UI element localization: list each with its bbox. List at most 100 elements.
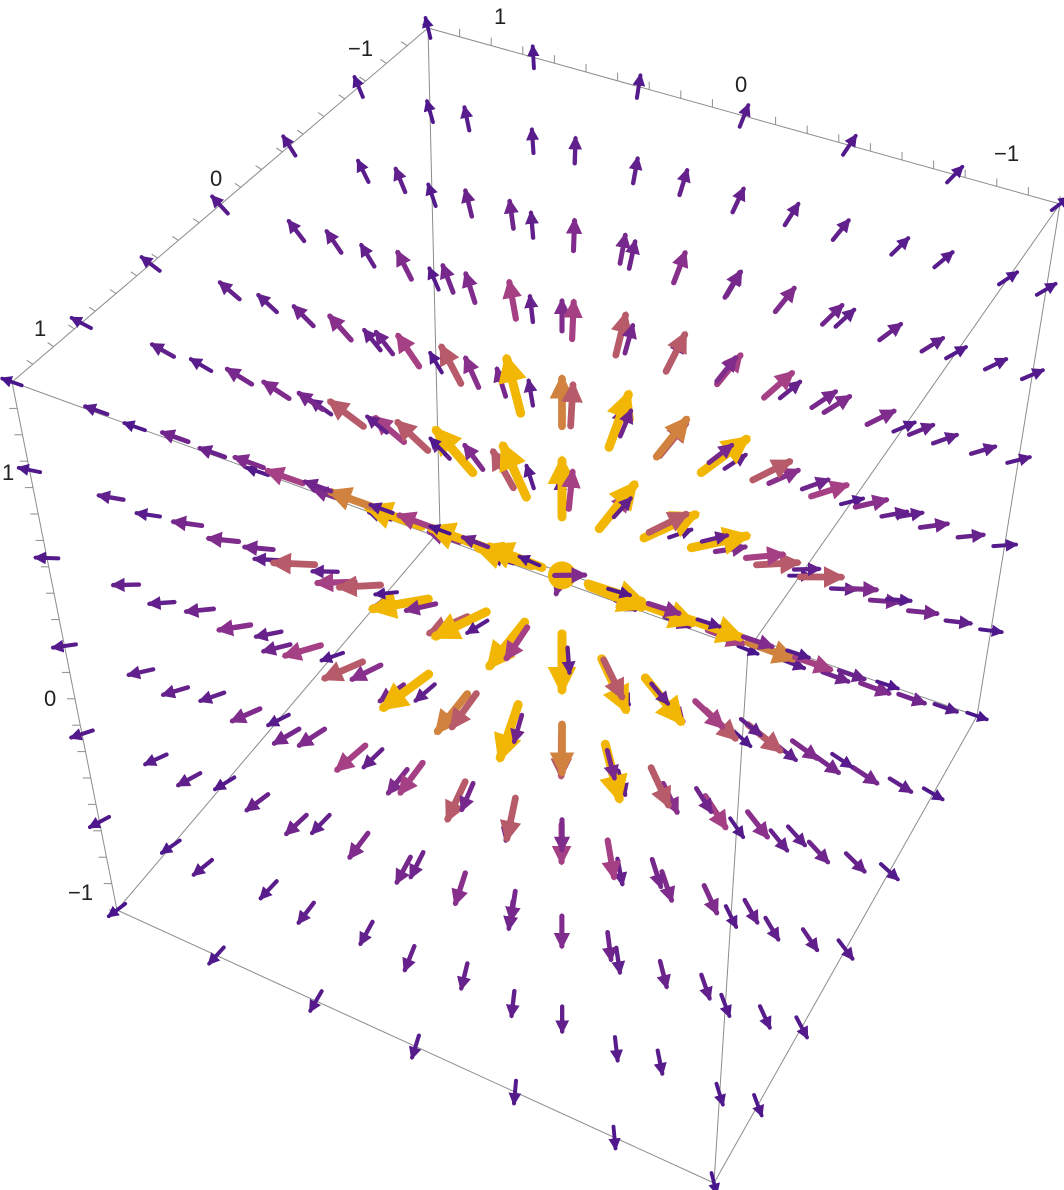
field-arrow [232,454,266,471]
field-arrow [256,292,279,315]
field-arrow [737,102,751,129]
field-arrow [1049,196,1064,213]
field-arrow [841,133,858,157]
field-arrow [632,72,646,100]
field-arrow [334,742,369,773]
field-arrow [968,443,998,457]
field-arrow [615,232,631,266]
field-arrow [0,376,24,388]
field-arrow [877,321,904,343]
field-arrow [422,15,434,40]
field-arrow [296,390,326,412]
field-arrow [594,480,639,534]
field-arrow [891,420,917,434]
field-arrow [785,824,808,848]
field-arrow [284,812,309,837]
field-arrow [839,494,866,508]
field-arrow [917,517,951,533]
field-arrow [561,380,583,430]
tick-label: 0 [210,166,222,191]
field-arrow [625,238,640,271]
field-arrow [462,442,486,473]
field-arrow [457,961,471,992]
field-arrow [896,691,928,707]
field-arrow [462,355,482,391]
field-arrow [207,945,226,966]
field-arrow [742,897,760,925]
field-arrow [394,419,432,454]
field-arrow [708,1171,720,1190]
field-arrow [281,641,324,661]
field-arrow [991,538,1019,552]
field-arrow [645,600,682,618]
field-arrow [719,992,732,1019]
field-arrow [662,330,689,375]
field-arrow [499,794,522,843]
tick-mark [296,129,304,135]
field-arrow [652,415,691,461]
field-arrow [943,615,974,630]
field-arrow [269,552,319,575]
field-arrow [460,104,474,133]
tick-mark [276,147,283,153]
field-arrow [362,327,383,353]
field-arrow [836,938,855,961]
tick-mark [88,306,96,312]
field-arrow [431,425,478,478]
field-arrow [361,747,385,770]
field-arrow [319,650,345,664]
field-arrow [451,870,468,907]
field-arrow [887,776,914,794]
field-arrow [261,379,292,402]
field-arrow [752,1093,764,1118]
field-arrow [930,432,960,446]
field-arrow [465,618,490,635]
field-arrow [730,186,746,215]
field-arrow [879,506,910,521]
field-arrow [217,280,242,302]
field-arrow [347,830,371,860]
field-arrow [430,607,491,641]
tick-mark [130,271,138,277]
field-arrow [197,445,228,460]
field-arrow [611,496,633,520]
field-arrow [210,194,230,216]
field-arrow [921,786,945,802]
field-arrow [309,812,332,836]
field-arrow [523,378,538,408]
field-arrow [1034,281,1058,297]
field-arrow [349,662,384,682]
field-arrow [510,712,525,745]
field-arrow [428,524,452,536]
field-arrow [379,669,434,712]
field-arrow [858,680,892,697]
field-arrow [649,856,665,890]
field-arrow [723,904,739,930]
field-arrow [394,854,413,886]
field-arrow [830,218,851,243]
field-arrow [667,526,694,540]
tick-label: 0 [44,686,56,711]
field-arrow [749,458,794,484]
field-arrow [568,135,583,166]
field-arrow [265,712,291,728]
field-arrow [706,442,735,466]
field-arrow [122,420,147,433]
field-arrow [819,303,845,327]
field-arrow [126,665,156,680]
field-arrow [978,624,1005,637]
field-arrow [281,134,298,158]
field-arrow [395,249,414,282]
field-arrow [188,357,214,374]
field-arrow [296,900,316,925]
field-arrow [772,285,797,315]
field-arrow [308,989,324,1014]
field-arrow [423,98,436,125]
field-arrow [955,528,987,544]
field-arrow [864,408,897,427]
field-arrow [438,343,465,387]
tick-mark [68,324,75,330]
field-arrow [508,1078,522,1106]
field-arrow [258,879,279,901]
